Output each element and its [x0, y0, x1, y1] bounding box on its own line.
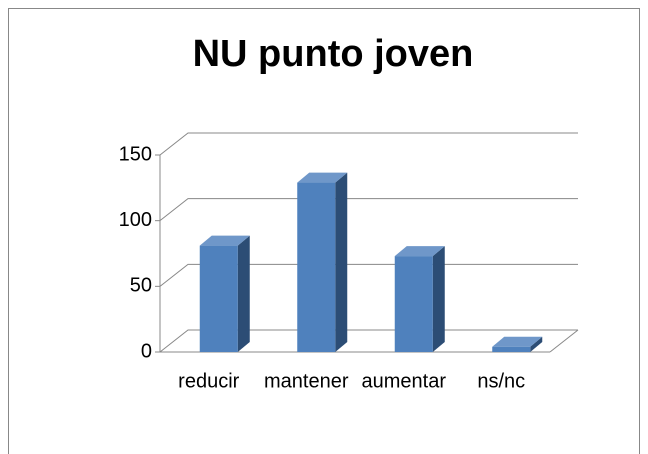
y-tick-label: 0	[141, 340, 152, 362]
x-tick-label: ns/nc	[477, 370, 525, 392]
bar-top	[394, 246, 445, 257]
bar	[394, 256, 433, 352]
floor-edge	[549, 329, 579, 353]
bar	[297, 182, 336, 352]
grid-line	[159, 132, 578, 156]
bar-top	[297, 172, 348, 183]
bar-side	[237, 235, 250, 352]
y-tick-label: 100	[119, 209, 152, 231]
bar-side	[432, 246, 445, 352]
grid-line	[159, 263, 578, 287]
y-tick-label: 50	[130, 275, 152, 297]
bar-top	[199, 235, 250, 246]
bar	[199, 245, 238, 352]
grid-line	[159, 198, 578, 222]
x-tick-label: reducir	[178, 370, 239, 392]
x-tick-label: aumentar	[362, 370, 447, 392]
bar-side	[530, 336, 543, 352]
x-tick-label: mantener	[264, 370, 349, 392]
y-tick-label: 150	[119, 143, 152, 165]
chart-title: NU punto joven	[193, 33, 474, 75]
grid-line	[159, 329, 578, 353]
bar-side	[335, 172, 348, 352]
bar	[492, 346, 531, 352]
bar-top	[492, 336, 543, 347]
